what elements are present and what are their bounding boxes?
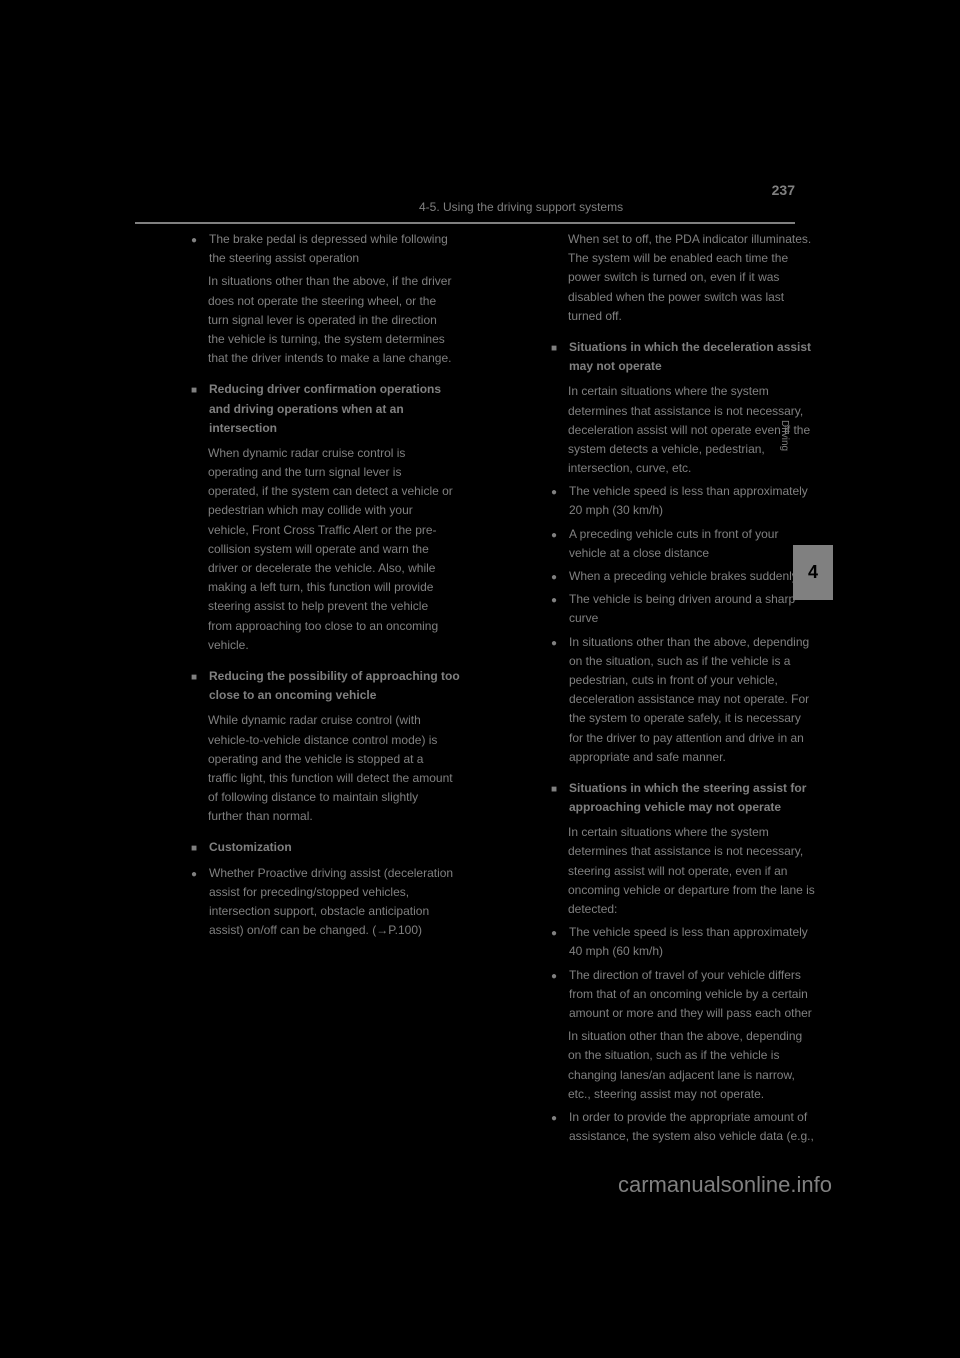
bullet-item: ●The vehicle is being driven around a sh… [495, 590, 825, 628]
page-number: 237 [772, 182, 795, 198]
body-text: In certain situations where the system d… [495, 382, 825, 478]
bullet-item: ●The vehicle speed is less than approxim… [495, 923, 825, 961]
bullet-item: ●The brake pedal is depressed while foll… [135, 230, 465, 268]
section-heading: ■Situations in which the deceleration as… [495, 338, 825, 376]
heading-text: Situations in which the deceleration ass… [569, 338, 825, 376]
section-title: 4-5. Using the driving support systems [419, 200, 623, 214]
bullet-text: In situations other than the above, depe… [569, 633, 825, 767]
body-text: When dynamic radar cruise control is ope… [135, 444, 465, 655]
body-text: In situation other than the above, depen… [495, 1027, 825, 1104]
bullet-text: The vehicle speed is less than approxima… [569, 923, 825, 961]
bullet-item: ●In order to provide the appropriate amo… [495, 1108, 825, 1146]
body-text: While dynamic radar cruise control (with… [135, 711, 465, 826]
bullet-text: The vehicle speed is less than approxima… [569, 482, 825, 520]
square-icon: ■ [551, 341, 569, 376]
heading-text: Customization [209, 838, 465, 857]
bullet-icon: ● [551, 570, 569, 586]
square-icon: ■ [191, 383, 209, 438]
content-columns: ●The brake pedal is depressed while foll… [135, 230, 825, 1150]
header-divider [135, 222, 795, 224]
section-heading: ■Reducing driver confirmation operations… [135, 380, 465, 438]
bullet-icon: ● [551, 1111, 569, 1146]
bullet-text: When a preceding vehicle brakes suddenly [569, 567, 825, 586]
heading-text: Situations in which the steering assist … [569, 779, 825, 817]
bullet-icon: ● [551, 528, 569, 563]
bullet-icon: ● [551, 926, 569, 961]
section-heading: ■Situations in which the steering assist… [495, 779, 825, 817]
body-text: In certain situations where the system d… [495, 823, 825, 919]
heading-text: Reducing the possibility of approaching … [209, 667, 465, 705]
bullet-text: In order to provide the appropriate amou… [569, 1108, 825, 1146]
square-icon: ■ [551, 782, 569, 817]
bullet-item: ●A preceding vehicle cuts in front of yo… [495, 525, 825, 563]
section-heading: ■Reducing the possibility of approaching… [135, 667, 465, 705]
square-icon: ■ [191, 670, 209, 705]
bullet-text: The direction of travel of your vehicle … [569, 966, 825, 1024]
bullet-text: A preceding vehicle cuts in front of you… [569, 525, 825, 563]
heading-text: Reducing driver confirmation operations … [209, 380, 465, 438]
left-column: ●The brake pedal is depressed while foll… [135, 230, 465, 1150]
bullet-item: ●Whether Proactive driving assist (decel… [135, 864, 465, 941]
bullet-icon: ● [551, 636, 569, 767]
bullet-item: ●The direction of travel of your vehicle… [495, 966, 825, 1024]
body-text: In situations other than the above, if t… [135, 272, 465, 368]
bullet-text: Whether Proactive driving assist (decele… [209, 864, 465, 941]
chapter-tab: 4 [793, 545, 833, 600]
watermark: carmanualsonline.info [618, 1172, 832, 1198]
bullet-icon: ● [551, 969, 569, 1024]
side-label: Driving [779, 420, 790, 480]
section-heading: ■Customization [135, 838, 465, 857]
bullet-icon: ● [191, 233, 209, 268]
bullet-icon: ● [191, 867, 209, 941]
bullet-item: ●In situations other than the above, dep… [495, 633, 825, 767]
bullet-item: ●When a preceding vehicle brakes suddenl… [495, 567, 825, 586]
bullet-text: The vehicle is being driven around a sha… [569, 590, 825, 628]
bullet-icon: ● [551, 593, 569, 628]
bullet-item: ●The vehicle speed is less than approxim… [495, 482, 825, 520]
right-column: When set to off, the PDA indicator illum… [495, 230, 825, 1150]
manual-page: 237 4-5. Using the driving support syste… [0, 0, 960, 1230]
body-text: When set to off, the PDA indicator illum… [495, 230, 825, 326]
bullet-text: The brake pedal is depressed while follo… [209, 230, 465, 268]
square-icon: ■ [191, 841, 209, 857]
bullet-icon: ● [551, 485, 569, 520]
